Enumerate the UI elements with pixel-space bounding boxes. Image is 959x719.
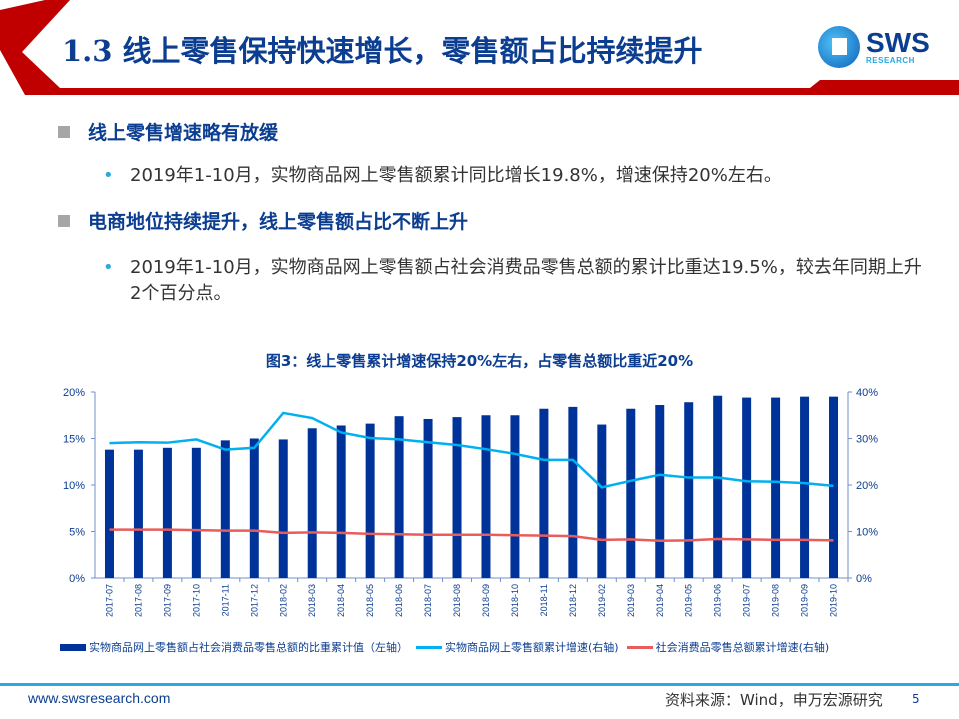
x-tick-label: 2018-12 (568, 584, 578, 617)
right-tick-label: 10% (856, 527, 878, 539)
x-tick-label: 2019-09 (800, 584, 810, 617)
legend-label: 社会消费品零售总额累计增速(右轴) (655, 641, 830, 654)
bullet-text: 2019年1-10月，实物商品网上零售额累计同比增长19.8%，增速保持20%左… (130, 165, 782, 186)
x-tick-label: 2017-10 (191, 584, 201, 617)
x-tick-label: 2019-10 (829, 584, 839, 617)
logo-icon (818, 26, 860, 68)
heading-text: 电商地位持续提升，线上零售额占比不断上升 (88, 211, 469, 233)
bar (133, 449, 143, 578)
bullet-icon: • (103, 257, 114, 278)
bar (713, 395, 723, 578)
x-tick-label: 2019-08 (771, 584, 781, 617)
bar (510, 415, 520, 578)
retail-growth-line (109, 528, 834, 543)
bar (191, 447, 201, 578)
legend-item-online-growth: 实物商品网上零售额累计增速(右轴) (416, 639, 619, 655)
legend-item-share: 实物商品网上零售额占社会消费品零售总额的比重累计值（左轴） (60, 639, 408, 655)
x-tick-label: 2019-05 (684, 584, 694, 617)
logo-subtext: RESEARCH (866, 56, 915, 65)
x-tick-label: 2018-07 (423, 584, 433, 617)
bar (423, 418, 433, 578)
footer-divider (0, 683, 959, 686)
legend-swatch (60, 643, 86, 651)
left-tick-label: 5% (69, 527, 85, 539)
x-tick-label: 2017-12 (249, 584, 259, 617)
bar (104, 449, 114, 578)
chart-legend: 实物商品网上零售额占社会消费品零售总额的比重累计值（左轴） 实物商品网上零售额累… (60, 639, 837, 655)
bar (249, 438, 259, 578)
header-banner-decoration (0, 0, 959, 95)
x-tick-label: 2018-08 (452, 584, 462, 617)
x-tick-label: 2019-07 (742, 584, 752, 617)
x-tick-label: 2018-06 (394, 584, 404, 617)
x-tick-label: 2019-02 (597, 584, 607, 617)
x-tick-label: 2018-03 (307, 584, 317, 617)
bar (162, 447, 172, 578)
left-tick-label: 15% (63, 434, 85, 446)
x-tick-label: 2018-05 (365, 584, 375, 617)
legend-swatch (626, 645, 653, 649)
x-tick-label: 2018-09 (481, 584, 491, 617)
logo-text: SWS (866, 27, 930, 58)
right-tick-label: 30% (856, 434, 878, 446)
bar (278, 439, 288, 578)
bullet-icon: • (103, 165, 114, 186)
section-heading-1: 线上零售增速略有放缓 (58, 118, 278, 145)
bar (626, 408, 636, 578)
bar (742, 397, 752, 578)
legend-label: 实物商品网上零售额累计增速(右轴) (445, 641, 619, 654)
bar (307, 428, 317, 578)
section-heading-2: 电商地位持续提升，线上零售额占比不断上升 (58, 207, 468, 234)
x-tick-label: 2018-02 (278, 584, 288, 617)
bar (539, 408, 549, 578)
right-tick-label: 40% (856, 387, 878, 399)
bar (684, 402, 694, 578)
website-link[interactable]: www.swsresearch.com (28, 690, 171, 706)
x-tick-label: 2017-08 (133, 584, 143, 617)
source-note: 资料来源：Wind，申万宏源研究 (665, 691, 883, 709)
square-bullet-icon (58, 125, 70, 138)
bullet-paragraph-2: • 2019年1-10月，实物商品网上零售额占社会消费品零售总额的累计比重达19.… (103, 255, 933, 307)
x-tick-label: 2017-09 (162, 584, 172, 617)
bar (452, 417, 462, 578)
x-tick-label: 2019-06 (713, 584, 723, 617)
right-tick-label: 20% (856, 480, 878, 492)
page-title: 1.3 线上零售保持快速增长，零售额占比持续提升 (62, 34, 703, 68)
left-tick-label: 10% (63, 480, 85, 492)
combo-chart: 0% 5% 10% 15% 20% 0% 10% 20% 30% 40% 2017-07 2017-0… (63, 387, 878, 617)
legend-swatch (416, 645, 442, 649)
x-tick-label: 2017-11 (220, 584, 230, 616)
bullet-paragraph-1: • 2019年1-10月，实物商品网上零售额累计同比增长19.8%，增速保持20%… (103, 163, 903, 189)
right-tick-label: 0% (856, 573, 872, 585)
chart-title: 图3：线上零售累计增速保持20%左右，占零售总额比重近20% (265, 352, 694, 370)
sws-logo: SWS RESEARCH (818, 26, 930, 68)
bar (800, 396, 810, 578)
bullet-text: 2019年1-10月，实物商品网上零售额占社会消费品零售总额的累计比重达19.5… (130, 257, 922, 304)
bar (336, 425, 346, 578)
bar (568, 406, 578, 578)
left-tick-label: 20% (63, 387, 85, 399)
bar (597, 424, 607, 578)
legend-label: 实物商品网上零售额占社会消费品零售总额的比重累计值（左轴） (89, 641, 408, 654)
x-tick-label: 2017-07 (104, 584, 114, 617)
online-growth-line (109, 411, 834, 489)
x-tick-label: 2019-03 (626, 584, 636, 617)
bar (771, 397, 781, 578)
x-tick-label: 2018-04 (336, 584, 346, 617)
heading-text: 线上零售增速略有放缓 (88, 122, 279, 144)
bar (481, 415, 491, 578)
x-tick-label: 2018-10 (510, 584, 520, 617)
left-tick-label: 0% (69, 573, 85, 585)
square-bullet-icon (58, 214, 70, 227)
x-tick-label: 2019-04 (655, 584, 665, 617)
bar (655, 405, 665, 578)
x-tick-label: 2018-11 (539, 584, 549, 616)
bar (829, 396, 839, 578)
page-number: 5 (912, 692, 920, 706)
bar (365, 423, 375, 578)
bar (394, 416, 404, 578)
bar (220, 440, 230, 578)
legend-item-retail-growth: 社会消费品零售总额累计增速(右轴) (626, 639, 830, 655)
